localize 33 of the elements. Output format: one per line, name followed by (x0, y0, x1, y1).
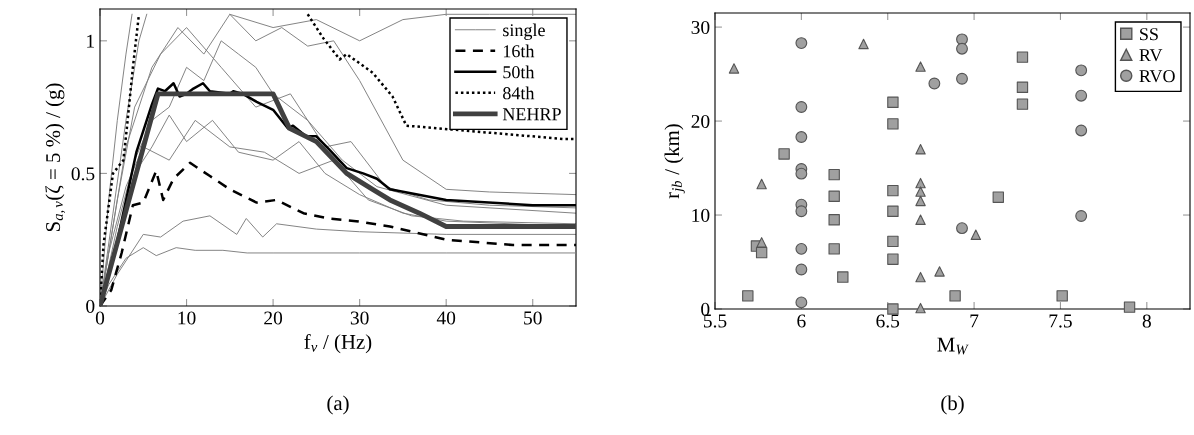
y-tick-label: 0 (86, 299, 95, 313)
x-axis-title: f$_{v}$ / (Hz) (304, 334, 372, 354)
y-tick-label: 20 (691, 114, 710, 128)
x-tick-label: 30 (350, 311, 369, 325)
x-tick-label: 7.5 (1049, 314, 1072, 328)
y-tick-label: 0.5 (71, 167, 95, 181)
y-tick-label: 0 (701, 302, 710, 316)
text: (b) (941, 395, 964, 415)
legend-label: SS (1140, 28, 1158, 41)
x-tick-label: 0 (95, 311, 105, 325)
y-tick-label: 1 (87, 34, 94, 48)
legend-label: RV (1139, 49, 1163, 62)
legend-label: RVO (1139, 70, 1175, 83)
y-axis-title: r$_{jb}$ / (km) (664, 124, 685, 199)
y-tick-label: 30 (691, 20, 710, 35)
x-tick-label: 50 (524, 311, 542, 325)
legend-label: 16th (503, 44, 535, 58)
x-tick-label: 6.5 (876, 314, 900, 328)
x-tick-label: 20 (264, 311, 283, 325)
legend-label: 50th (503, 65, 535, 79)
x-tick-label: 5.5 (703, 314, 727, 328)
legend-label: 84th (503, 86, 535, 100)
x-tick-label: 7 (970, 314, 979, 328)
x-tick-label: 40 (436, 311, 456, 325)
legend-label: NEHRP (502, 108, 561, 121)
x-tick-label: 10 (178, 311, 196, 325)
x-axis-title: M$_{W}$ (937, 337, 969, 355)
x-tick-label: 8 (1142, 314, 1151, 328)
y-axis-title: S$_{a,v}$(ζ = 5 %) / (g) (45, 83, 66, 232)
y-tick-label: 10 (692, 208, 710, 222)
text: (a) (327, 395, 349, 415)
x-tick-label: 6 (797, 314, 806, 328)
legend-label: single (503, 23, 545, 40)
